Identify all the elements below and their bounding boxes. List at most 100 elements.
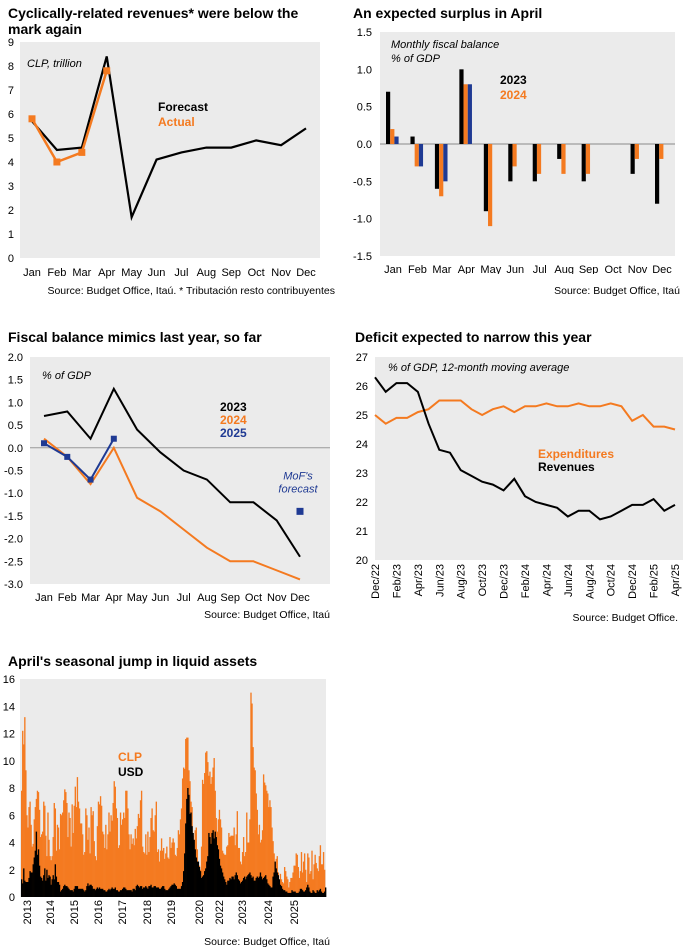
- bar-clp: [285, 871, 287, 897]
- bar-usd: [269, 886, 271, 897]
- bar-usd: [105, 891, 107, 897]
- bar-clp: [305, 869, 307, 897]
- bar-usd: [248, 873, 250, 897]
- y-tick-label: 3: [8, 181, 14, 193]
- bar-clp: [171, 842, 173, 897]
- chart-source: Source: Budget Office, Itaú: [204, 609, 330, 621]
- bar-usd: [306, 887, 308, 897]
- bar-usd: [299, 888, 302, 897]
- bar-usd: [44, 868, 46, 897]
- bar-clp: [113, 781, 115, 897]
- y-tick-label: 12: [3, 729, 15, 741]
- bar-clp: [104, 847, 106, 897]
- bar-usd: [99, 888, 102, 897]
- legend-2023: 2023: [220, 400, 247, 414]
- bar-usd: [57, 882, 60, 897]
- x-tick-label: Mar: [72, 267, 91, 279]
- bar-usd: [322, 892, 325, 897]
- bar-usd: [188, 794, 190, 897]
- bar-clp: [80, 823, 83, 897]
- bar-usd: [301, 890, 304, 897]
- bar-clp: [38, 809, 41, 897]
- bar-usd: [101, 888, 104, 897]
- bar-usd: [107, 890, 109, 897]
- bar-usd: [84, 891, 86, 897]
- bar-clp: [126, 790, 128, 897]
- bar-usd: [100, 888, 103, 897]
- chart-title: Deficit expected to narrow this year: [355, 329, 592, 345]
- bar-usd: [187, 788, 189, 897]
- bar: [463, 84, 468, 144]
- bar-clp: [117, 847, 120, 897]
- bar-usd: [311, 892, 313, 897]
- bar-usd: [321, 892, 324, 897]
- bar-clp: [236, 811, 238, 897]
- bar: [390, 129, 395, 144]
- bar-usd: [31, 872, 33, 897]
- y-tick-label: 9: [8, 38, 14, 49]
- bar-clp: [172, 838, 174, 897]
- bar-usd: [313, 891, 315, 897]
- bar-usd: [271, 887, 273, 897]
- bar-clp: [157, 849, 160, 897]
- bar-clp: [91, 815, 93, 897]
- bar-clp: [127, 808, 129, 897]
- x-tick-label: Oct: [245, 592, 262, 604]
- bar-usd: [296, 892, 298, 897]
- bar-clp: [31, 846, 33, 897]
- legend-usd: USD: [118, 765, 144, 779]
- bar-clp: [291, 877, 293, 897]
- bar-usd: [89, 884, 91, 897]
- bar-usd: [163, 886, 165, 897]
- bar-clp: [29, 801, 31, 897]
- bar-clp: [89, 853, 91, 897]
- x-tick-label: 2025: [289, 900, 301, 924]
- unit-label: % of GDP, 12-month moving average: [388, 362, 569, 374]
- bar: [561, 144, 566, 174]
- bar-clp: [177, 830, 180, 897]
- bar-clp: [213, 758, 215, 897]
- bar-clp: [201, 779, 204, 897]
- bar-usd: [266, 879, 268, 897]
- bar-clp: [143, 852, 145, 897]
- bar-usd: [257, 877, 260, 897]
- bar-usd: [72, 891, 74, 897]
- bar-clp: [96, 826, 99, 897]
- bar-clp: [225, 854, 227, 897]
- bar-usd: [130, 890, 132, 897]
- bar-usd: [181, 882, 184, 897]
- bar-clp: [82, 834, 84, 897]
- bar-clp: [149, 837, 151, 897]
- bar-clp: [123, 812, 125, 897]
- bar-clp: [70, 846, 72, 897]
- bar-clp: [262, 774, 265, 897]
- bar-usd: [308, 887, 310, 897]
- bar-clp: [167, 857, 169, 897]
- y-tick-label: 1: [8, 229, 14, 241]
- bar-usd: [85, 890, 87, 897]
- x-tick-label: Nov: [267, 592, 287, 604]
- bar-clp: [58, 849, 61, 897]
- bar-clp: [294, 865, 296, 897]
- bar-usd: [119, 890, 122, 897]
- bar-usd: [221, 872, 224, 897]
- bar-usd: [314, 892, 316, 897]
- bar-clp: [156, 852, 159, 897]
- bar-usd: [80, 888, 83, 897]
- y-tick-label: 8: [8, 61, 14, 73]
- bar-usd: [87, 883, 89, 897]
- bar-clp: [185, 738, 187, 897]
- bar-clp: [218, 809, 221, 897]
- bar-clp: [151, 808, 153, 897]
- x-tick-label: 2017: [117, 900, 129, 924]
- bar-clp: [234, 845, 236, 897]
- bar-clp: [159, 850, 162, 897]
- bar-usd: [207, 856, 209, 897]
- bar-usd: [135, 886, 138, 897]
- bar-usd: [246, 876, 248, 897]
- bar-usd: [30, 872, 32, 897]
- bar-clp: [62, 812, 64, 897]
- bar-usd: [170, 886, 172, 897]
- bar-usd: [97, 888, 100, 897]
- x-tick-label: Feb/24: [520, 564, 532, 598]
